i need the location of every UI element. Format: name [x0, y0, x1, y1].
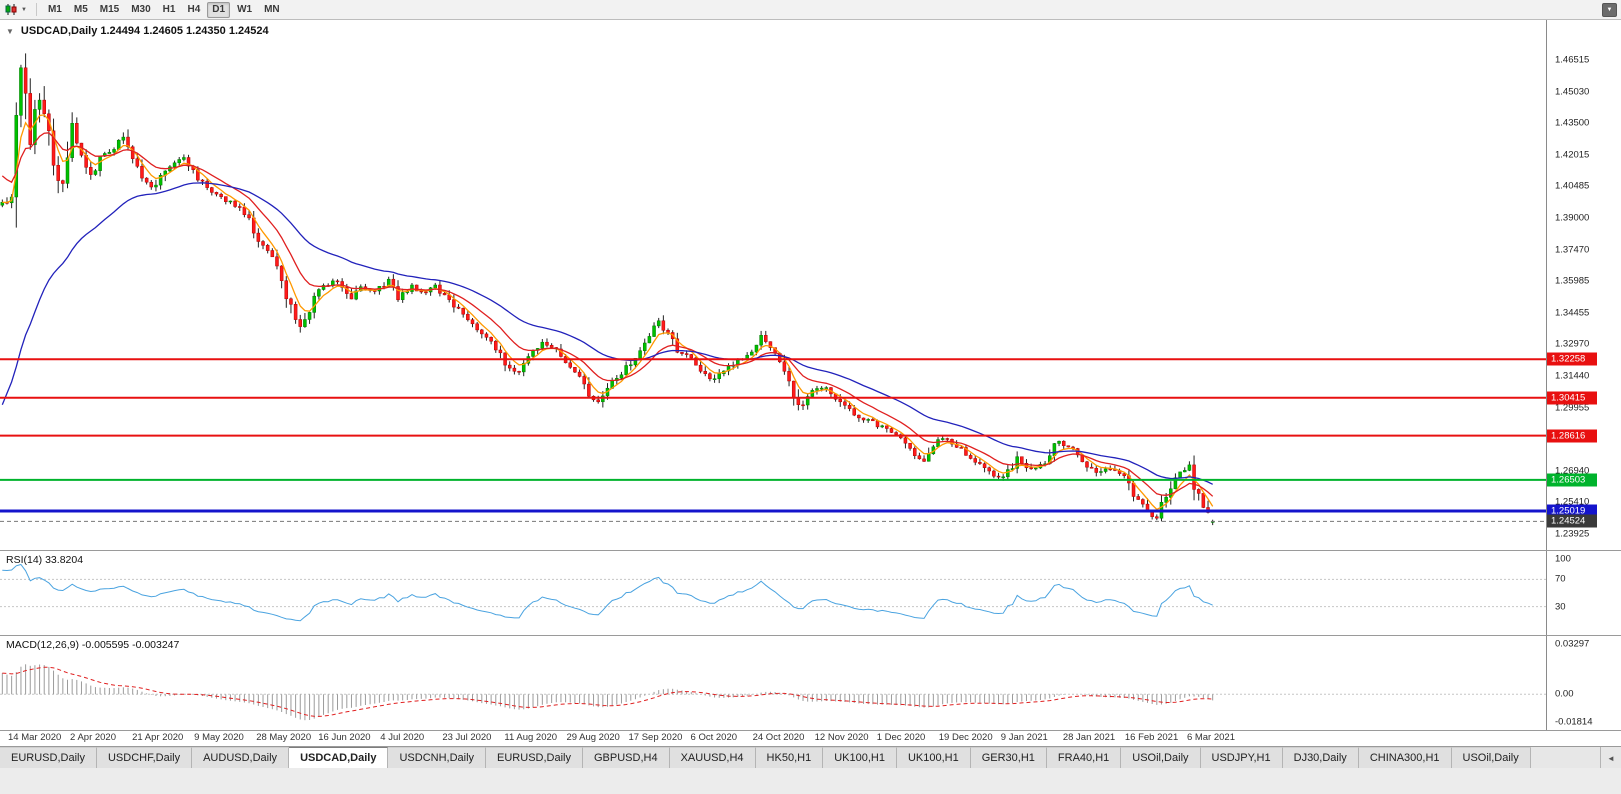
price-tick-label: 1.45030 [1555, 86, 1590, 98]
toolbar-overflow-button[interactable]: ▼ [1602, 2, 1617, 17]
date-tick-label: 6 Oct 2020 [690, 732, 738, 743]
date-tick-label: 17 Sep 2020 [628, 732, 683, 743]
chart-tab-gbpusd-h4[interactable]: GBPUSD,H4 [583, 747, 670, 768]
date-tick-label: 1 Dec 2020 [876, 732, 926, 743]
macd-scale-label: -0.01814 [1555, 716, 1593, 728]
date-tick-label: 28 Jan 2021 [1062, 732, 1116, 743]
price-level-marker: 1.25019 [1547, 504, 1597, 518]
price-tick-label: 1.29955 [1555, 402, 1590, 414]
price-level-marker: 1.30415 [1547, 391, 1597, 405]
main-price-chart[interactable] [0, 20, 1546, 550]
chart-tab-eurusd-daily[interactable]: EURUSD,Daily [486, 747, 583, 768]
price-axis[interactable]: 1.46515 1.45030 1.43500 1.42015 1.40485 1.390… [1546, 20, 1621, 730]
chart-tab-usoil-daily[interactable]: USOil,Daily [1121, 747, 1201, 768]
date-tick-label: 24 Oct 2020 [752, 732, 805, 743]
chart-tab-fra40-h1[interactable]: FRA40,H1 [1046, 747, 1122, 768]
date-tick-label: 21 Apr 2020 [132, 732, 184, 743]
timeframe-button-group: M1 M5 M15 M30 H1 H4 D1 W1 MN [42, 1, 286, 18]
price-level-marker: 1.26503 [1547, 473, 1597, 487]
chart-tabbar: EURUSD,Daily USDCHF,Daily AUDUSD,Daily USDC… [0, 746, 1621, 768]
date-tick-label: 28 May 2020 [256, 732, 312, 743]
macd-label: MACD(12,26,9) -0.005595 -0.003247 [6, 639, 180, 651]
tab-scroll-left-button[interactable]: ◄ [1600, 747, 1621, 768]
price-tick-label: 1.34455 [1555, 307, 1590, 319]
timeframe-button-d1[interactable]: D1 [207, 1, 231, 18]
toolbar-separator [35, 3, 37, 16]
ohlc-line: USDCAD,Daily 1.24494 1.24605 1.24350 1.2… [20, 25, 269, 37]
date-tick-label: 4 Jul 2020 [380, 732, 425, 743]
macd-scale-label: 0.00 [1555, 688, 1574, 700]
timeframe-button-h1[interactable]: H1 [158, 2, 181, 18]
chart-window: ▼ USDCAD,Daily 1.24494 1.24605 1.24350 1… [0, 20, 1621, 746]
chart-tab-china300-h1[interactable]: CHINA300,H1 [1358, 747, 1452, 768]
price-tick-label: 1.39000 [1555, 212, 1590, 224]
macd-indicator-panel[interactable] [0, 636, 1546, 730]
chart-tab-usdchf-daily[interactable]: USDCHF,Daily [96, 747, 193, 768]
chart-tab-usdcnh-daily[interactable]: USDCNH,Daily [388, 747, 487, 768]
timeframe-button-mn[interactable]: MN [259, 2, 285, 18]
price-tick-label: 1.42015 [1555, 149, 1590, 161]
chart-tabs: EURUSD,Daily USDCHF,Daily AUDUSD,Daily USDC… [0, 747, 1621, 768]
date-tick-label: 16 Feb 2021 [1124, 732, 1179, 743]
chart-tab-dj30-daily[interactable]: DJ30,Daily [1282, 747, 1359, 768]
chart-tab-hk50-h1[interactable]: HK50,H1 [755, 747, 824, 768]
date-tick-label: 6 Mar 2021 [1186, 732, 1235, 743]
price-tick-label: 1.26940 [1555, 465, 1590, 477]
date-tick-label: 2 Apr 2020 [70, 732, 117, 743]
macd-scale-label: 0.03297 [1555, 638, 1590, 650]
panel-separator[interactable] [0, 550, 1621, 551]
chart-type-button[interactable]: ▼ [0, 1, 31, 19]
chart-tab-xauusd-h4[interactable]: XAUUSD,H4 [669, 747, 756, 768]
chart-tab-eurusd-daily[interactable]: EURUSD,Daily [0, 747, 97, 768]
price-tick-label: 1.40485 [1555, 180, 1590, 192]
price-level-marker: 1.32258 [1547, 352, 1597, 366]
price-tick-label: 1.46515 [1555, 54, 1590, 66]
date-tick-label: 9 May 2020 [194, 732, 244, 743]
price-tick-label: 1.31440 [1555, 370, 1590, 382]
timeframe-button-m30[interactable]: M30 [126, 2, 155, 18]
date-tick-label: 19 Dec 2020 [938, 732, 993, 743]
panel-separator [0, 730, 1621, 731]
timeframe-button-m15[interactable]: M15 [95, 2, 124, 18]
date-tick-label: 12 Nov 2020 [814, 732, 869, 743]
rsi-scale-label: 70 [1555, 573, 1566, 585]
panel-separator[interactable] [0, 635, 1621, 636]
rsi-indicator-panel[interactable] [0, 551, 1546, 635]
chart-tab-audusd-daily[interactable]: AUDUSD,Daily [192, 747, 290, 768]
price-tick-label: 1.23925 [1555, 528, 1590, 540]
date-tick-label: 29 Aug 2020 [566, 732, 620, 743]
rsi-scale-label: 30 [1555, 601, 1566, 613]
timeframe-button-m5[interactable]: M5 [69, 2, 93, 18]
chevron-down-icon: ▼ [21, 6, 27, 13]
price-tick-label: 1.25410 [1555, 496, 1590, 508]
rsi-label: RSI(14) 33.8204 [6, 554, 84, 566]
price-tick-label: 1.32970 [1555, 338, 1590, 350]
date-tick-label: 11 Aug 2020 [504, 732, 558, 743]
date-tick-label: 14 Mar 2020 [8, 732, 62, 743]
rsi-scale-label: 100 [1555, 553, 1571, 565]
chart-ohlc-info: ▼ USDCAD,Daily 1.24494 1.24605 1.24350 1… [6, 25, 269, 37]
date-tick-label: 23 Jul 2020 [442, 732, 492, 743]
timeframe-button-m1[interactable]: M1 [43, 2, 67, 18]
date-tick-label: 16 Jun 2020 [318, 732, 371, 743]
timeframe-button-w1[interactable]: W1 [232, 2, 257, 18]
timeframe-button-h4[interactable]: H4 [182, 2, 205, 18]
chart-tab-usdjpy-h1[interactable]: USDJPY,H1 [1200, 747, 1283, 768]
time-axis[interactable]: 14 Mar 2020 2 Apr 2020 21 Apr 2020 9 May 20… [0, 731, 1546, 746]
price-tick-label: 1.43500 [1555, 117, 1590, 129]
chart-tab-usdcad-daily[interactable]: USDCAD,Daily [289, 747, 389, 768]
candlestick-chart-icon [5, 4, 17, 15]
price-level-marker: 1.24524 [1547, 514, 1597, 528]
price-level-marker: 1.28616 [1547, 429, 1597, 443]
chart-tab-uk100-h1[interactable]: UK100,H1 [823, 747, 897, 768]
price-tick-label: 1.35985 [1555, 275, 1590, 287]
chart-tab-usoil-daily[interactable]: USOil,Daily [1451, 747, 1531, 768]
date-tick-label: 9 Jan 2021 [1000, 732, 1048, 743]
one-click-trading-collapse-icon[interactable]: ▼ [6, 26, 14, 36]
chart-tab-ger30-h1[interactable]: GER30,H1 [970, 747, 1047, 768]
price-tick-label: 1.37470 [1555, 244, 1590, 256]
toolbar: ▼ M1 M5 M15 M30 H1 H4 D1 W1 MN ▼ [0, 0, 1621, 20]
chart-tab-uk100-h1[interactable]: UK100,H1 [896, 747, 971, 768]
